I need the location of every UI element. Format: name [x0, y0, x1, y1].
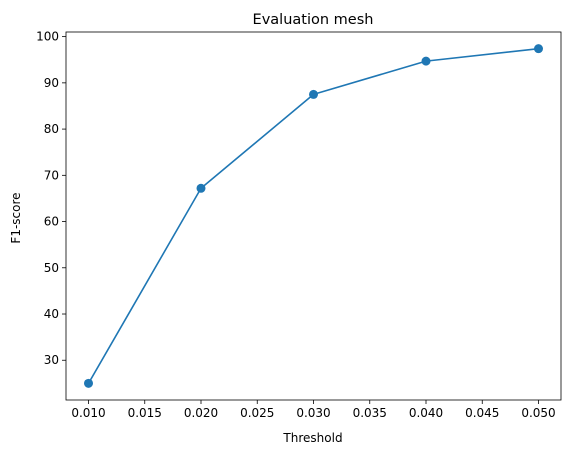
x-tick-label: 0.050 [521, 406, 555, 420]
chart-title: Evaluation mesh [253, 12, 374, 28]
x-tick-label: 0.020 [184, 406, 218, 420]
data-point [534, 44, 543, 54]
y-tick-label: 80 [44, 122, 59, 136]
x-tick-label: 0.015 [128, 406, 162, 420]
data-point [421, 56, 431, 66]
x-tick-label: 0.045 [465, 406, 499, 420]
data-point [309, 89, 318, 99]
x-tick-label: 0.035 [353, 406, 387, 420]
y-tick-label: 50 [44, 261, 59, 275]
x-tick-label: 0.040 [409, 406, 443, 420]
plot-frame [65, 31, 562, 401]
y-axis-label: F1-score [9, 192, 23, 243]
y-tick-label: 100 [36, 30, 59, 44]
x-tick-label: 0.025 [240, 406, 274, 420]
y-tick-label: 40 [44, 307, 59, 321]
data-point [196, 183, 206, 193]
x-tick-label: 0.010 [71, 406, 105, 420]
series-layer [84, 44, 543, 388]
y-tick-label: 60 [44, 215, 59, 229]
y-tick-label: 90 [44, 76, 59, 90]
y-tick-label: 30 [44, 353, 59, 367]
axes: 0.010 0.015 0.020 0.025 0.030 0.035 0.040 0.045… [36, 30, 562, 420]
y-tick-label: 70 [44, 168, 59, 182]
x-axis-label: Threshold [282, 431, 342, 445]
x-tick-label: 0.030 [296, 406, 330, 420]
data-point [84, 378, 93, 388]
